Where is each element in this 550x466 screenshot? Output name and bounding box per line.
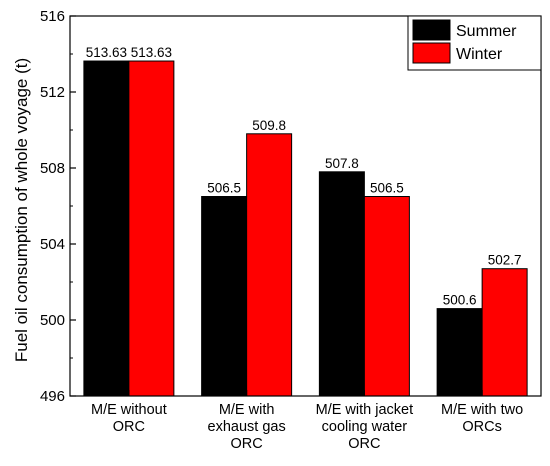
data-label-summer-0: 513.63 [86,45,127,60]
y-tick-label-5: 516 [40,8,65,25]
x-tick-label-1-0: M/E with [219,402,275,418]
y-tick-label-4: 512 [40,84,65,101]
y-tick-label-3: 508 [40,160,65,177]
bar-winter-3 [481,268,528,397]
bar-winter-1 [246,133,293,397]
data-label-winter-0: 513.63 [131,45,172,60]
data-label-summer-1: 506.5 [207,181,241,196]
bar-summer-0 [83,60,130,397]
data-label-summer-2: 507.8 [325,156,359,171]
bar-summer-1 [201,196,248,397]
x-tick-label-2-1: cooling water [322,419,408,435]
bar-winter-2 [363,196,410,397]
bar-summer-2 [318,171,365,397]
legend: Summer Winter [407,15,542,71]
y-axis-title: Fuel oil consumption of whole voyage (t) [12,58,31,362]
bars-layer [83,60,528,397]
y-tick-label-2: 504 [40,236,65,253]
data-label-winter-1: 509.8 [252,118,286,133]
x-tick-label-1-1: exhaust gas [208,419,286,435]
data-label-winter-2: 506.5 [370,181,404,196]
y-tick-label-1: 500 [40,312,65,329]
x-tick-label-2-2: ORC [348,436,380,452]
x-tick-label-1-2: ORC [231,436,263,452]
data-labels-layer: 513.63 506.5 507.8 500.6 513.63 509.8 506.5 502… [86,45,522,308]
x-tick-label-0-1: ORC [113,419,145,435]
bar-summer-3 [436,308,483,397]
bar-winter-0 [128,60,175,397]
x-tick-label-2-0: M/E with jacket [316,402,414,418]
data-label-summer-3: 500.6 [443,293,477,308]
data-label-winter-3: 502.7 [488,253,522,268]
legend-label-winter: Winter [456,46,503,63]
legend-label-summer: Summer [456,23,517,40]
x-tick-label-3-0: M/E with two [441,402,523,418]
legend-swatch-summer [412,19,451,41]
y-tick-label-0: 496 [40,388,65,405]
x-tick-label-0-0: M/E without [91,402,167,418]
legend-swatch-winter [412,42,451,64]
x-tick-label-3-1: ORCs [462,419,501,435]
